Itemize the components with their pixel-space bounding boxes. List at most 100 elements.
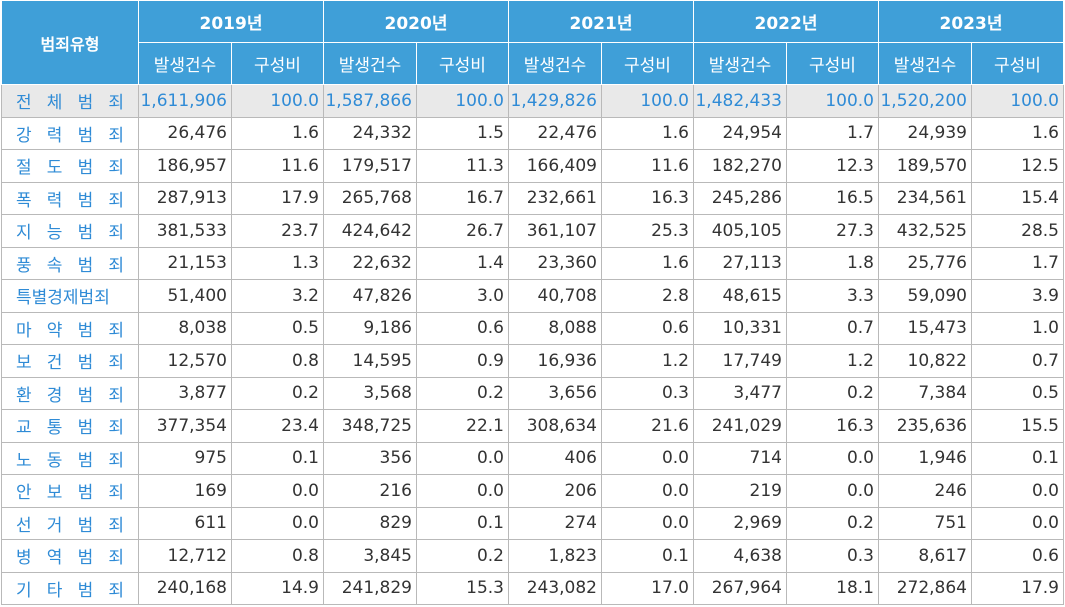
table-body: 전 체 범 죄 1,611,906 100.0 1,587,866 100.0 1,429…	[1, 84, 1064, 605]
count-cell: 26,476	[138, 116, 232, 150]
table-row: 보 건 범 죄 12,570 0.8 14,595 0.9 16,936 1.2 17,749…	[1, 344, 1064, 378]
table-row: 환 경 범 죄 3,877 0.2 3,568 0.2 3,656 0.3 3,477 0.2 7…	[1, 376, 1064, 410]
table-row: 지 능 범 죄 381,533 23.7 424,642 26.7 361,107 25.3…	[1, 214, 1064, 248]
ratio-cell: 100.0	[601, 84, 694, 118]
count-cell: 216	[323, 474, 417, 508]
count-cell: 272,864	[878, 571, 972, 605]
ratio-cell: 2.8	[601, 279, 694, 313]
count-cell: 17,749	[693, 344, 787, 378]
count-cell: 3,845	[323, 539, 417, 573]
ratio-cell: 3.2	[231, 279, 324, 313]
ratio-cell: 15.4	[971, 181, 1064, 215]
count-cell: 274	[508, 506, 602, 540]
count-cell: 829	[323, 506, 417, 540]
crime-type-label: 환 경 범 죄	[1, 376, 139, 410]
count-cell: 206	[508, 474, 602, 508]
count-cell: 189,570	[878, 149, 972, 183]
crime-type-label: 절 도 범 죄	[1, 149, 139, 183]
count-cell: 14,595	[323, 344, 417, 378]
table-row: 기 타 범 죄 240,168 14.9 241,829 15.3 243,082 17.0…	[1, 571, 1064, 605]
ratio-cell: 16.5	[786, 181, 879, 215]
count-cell: 243,082	[508, 571, 602, 605]
ratio-cell: 0.6	[601, 311, 694, 345]
count-cell: 361,107	[508, 214, 602, 248]
crime-type-label: 교 통 범 죄	[1, 409, 139, 443]
ratio-cell: 12.3	[786, 149, 879, 183]
ratio-cell: 0.0	[231, 474, 324, 508]
ratio-cell: 0.0	[601, 506, 694, 540]
count-subheader: 발생건수	[878, 42, 972, 85]
ratio-cell: 0.9	[416, 344, 509, 378]
count-cell: 51,400	[138, 279, 232, 313]
crime-type-label: 기 타 범 죄	[1, 571, 139, 605]
table-header: 범죄유형 2019년 2020년 2021년 2022년 2023년 발생건수 …	[1, 0, 1064, 85]
crime-type-label: 전 체 범 죄	[1, 84, 139, 118]
count-cell: 48,615	[693, 279, 787, 313]
ratio-cell: 17.0	[601, 571, 694, 605]
ratio-subheader: 구성비	[231, 42, 324, 85]
ratio-cell: 1.6	[231, 116, 324, 150]
count-cell: 22,632	[323, 246, 417, 280]
ratio-cell: 23.7	[231, 214, 324, 248]
count-cell: 241,029	[693, 409, 787, 443]
count-cell: 1,520,200	[878, 84, 972, 118]
ratio-cell: 100.0	[231, 84, 324, 118]
ratio-cell: 0.7	[971, 344, 1064, 378]
count-cell: 1,482,433	[693, 84, 787, 118]
ratio-cell: 0.1	[971, 441, 1064, 475]
ratio-cell: 100.0	[416, 84, 509, 118]
count-cell: 169	[138, 474, 232, 508]
count-cell: 424,642	[323, 214, 417, 248]
ratio-cell: 23.4	[231, 409, 324, 443]
table-row: 폭 력 범 죄 287,913 17.9 265,768 16.7 232,661 16.3…	[1, 181, 1064, 215]
count-cell: 15,473	[878, 311, 972, 345]
count-cell: 21,153	[138, 246, 232, 280]
ratio-cell: 0.0	[601, 441, 694, 475]
count-cell: 182,270	[693, 149, 787, 183]
ratio-cell: 0.0	[786, 441, 879, 475]
crime-type-label: 선 거 범 죄	[1, 506, 139, 540]
count-cell: 4,638	[693, 539, 787, 573]
ratio-cell: 0.2	[231, 376, 324, 410]
count-subheader: 발생건수	[138, 42, 232, 85]
ratio-cell: 0.0	[416, 474, 509, 508]
ratio-cell: 22.1	[416, 409, 509, 443]
count-cell: 166,409	[508, 149, 602, 183]
ratio-subheader: 구성비	[601, 42, 694, 85]
table-row: 절 도 범 죄 186,957 11.6 179,517 11.3 166,409 11.6…	[1, 149, 1064, 183]
ratio-cell: 1.7	[786, 116, 879, 150]
ratio-cell: 12.5	[971, 149, 1064, 183]
crime-type-label: 마 약 범 죄	[1, 311, 139, 345]
ratio-cell: 0.1	[601, 539, 694, 573]
crime-type-label: 보 건 범 죄	[1, 344, 139, 378]
table-row: 선 거 범 죄 611 0.0 829 0.1 274 0.0 2,969 0.2 751 0.0	[1, 506, 1064, 540]
crime-type-label: 특별경제범죄	[1, 279, 139, 313]
ratio-cell: 1.6	[601, 246, 694, 280]
count-cell: 3,877	[138, 376, 232, 410]
crime-type-label: 강 력 범 죄	[1, 116, 139, 150]
count-cell: 405,105	[693, 214, 787, 248]
count-cell: 8,038	[138, 311, 232, 345]
count-cell: 1,823	[508, 539, 602, 573]
count-cell: 234,561	[878, 181, 972, 215]
ratio-cell: 1.2	[601, 344, 694, 378]
count-cell: 267,964	[693, 571, 787, 605]
count-subheader: 발생건수	[693, 42, 787, 85]
table-row: 안 보 범 죄 169 0.0 216 0.0 206 0.0 219 0.0 246 0.0	[1, 474, 1064, 508]
table-row: 병 역 범 죄 12,712 0.8 3,845 0.2 1,823 0.1 4,638 0.3…	[1, 539, 1064, 573]
count-cell: 235,636	[878, 409, 972, 443]
count-cell: 179,517	[323, 149, 417, 183]
count-cell: 3,477	[693, 376, 787, 410]
count-cell: 186,957	[138, 149, 232, 183]
ratio-cell: 1.6	[601, 116, 694, 150]
count-subheader: 발생건수	[323, 42, 417, 85]
ratio-cell: 0.2	[786, 376, 879, 410]
ratio-cell: 0.0	[971, 506, 1064, 540]
year-header: 2022년	[693, 0, 879, 43]
ratio-cell: 0.0	[601, 474, 694, 508]
ratio-cell: 27.3	[786, 214, 879, 248]
ratio-cell: 0.8	[231, 344, 324, 378]
total-row: 전 체 범 죄 1,611,906 100.0 1,587,866 100.0 1,429…	[1, 84, 1064, 118]
ratio-cell: 0.1	[231, 441, 324, 475]
